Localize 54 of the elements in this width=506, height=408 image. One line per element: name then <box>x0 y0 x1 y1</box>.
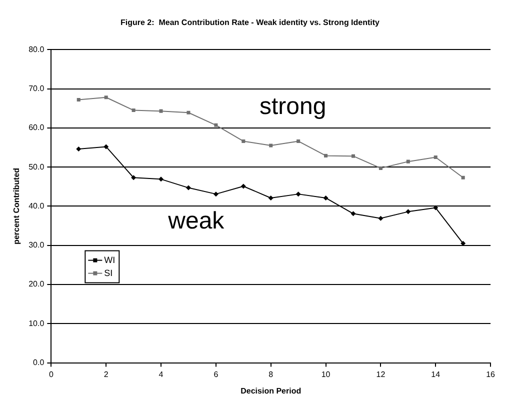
point <box>461 176 465 180</box>
point <box>350 211 356 216</box>
y-tick-label: 70.0 <box>28 84 45 93</box>
point <box>104 144 109 150</box>
point <box>433 205 438 210</box>
x-tick-label: 14 <box>431 370 441 379</box>
point <box>406 209 411 214</box>
point <box>296 192 301 197</box>
point <box>406 160 410 164</box>
point <box>131 175 136 180</box>
point <box>186 185 191 190</box>
annotation: strong <box>259 93 326 120</box>
point <box>159 109 163 113</box>
legend-label: WI <box>104 254 116 265</box>
point <box>104 96 108 100</box>
y-tick-label: 80.0 <box>28 44 45 54</box>
x-tick-label: 10 <box>321 370 331 379</box>
point <box>434 155 438 160</box>
x-axis-title: Decision Period <box>240 386 302 396</box>
legend-label: SI <box>104 268 113 278</box>
y-tick-label: 40.0 <box>28 201 45 210</box>
point <box>296 139 300 143</box>
y-tick-label: 10.0 <box>28 318 45 328</box>
point <box>324 154 328 158</box>
x-tick-label: 12 <box>376 370 386 379</box>
point <box>378 216 384 221</box>
point <box>269 144 273 148</box>
point <box>378 166 382 170</box>
point <box>132 108 136 112</box>
point <box>186 110 190 114</box>
y-tick-label: 0.0 <box>33 358 45 368</box>
y-tick-label: 20.0 <box>28 280 45 289</box>
x-tick-label: 4 <box>158 370 164 379</box>
point <box>214 123 218 127</box>
y-tick-label: 50.0 <box>28 162 45 172</box>
point <box>213 192 218 197</box>
point <box>242 139 246 143</box>
x-tick-label: 16 <box>486 370 496 379</box>
point <box>76 146 82 152</box>
point <box>76 98 80 102</box>
point <box>158 176 164 182</box>
point <box>323 195 328 200</box>
point <box>351 154 356 158</box>
annotation: weak <box>167 207 226 234</box>
y-axis-title: percent Contributed <box>12 168 22 244</box>
x-tick-label: 8 <box>268 370 274 379</box>
point <box>268 195 274 200</box>
y-tick-label: 60.0 <box>28 123 45 132</box>
x-tick-label: 0 <box>48 370 54 379</box>
chart-title: Figure 2: Mean Contribution Rate - Weak identity vs. Strong Identity <box>120 18 380 28</box>
y-tick-label: 30.0 <box>28 240 45 250</box>
x-tick-label: 2 <box>104 370 109 379</box>
point <box>240 184 246 189</box>
x-tick-label: 6 <box>214 370 219 379</box>
